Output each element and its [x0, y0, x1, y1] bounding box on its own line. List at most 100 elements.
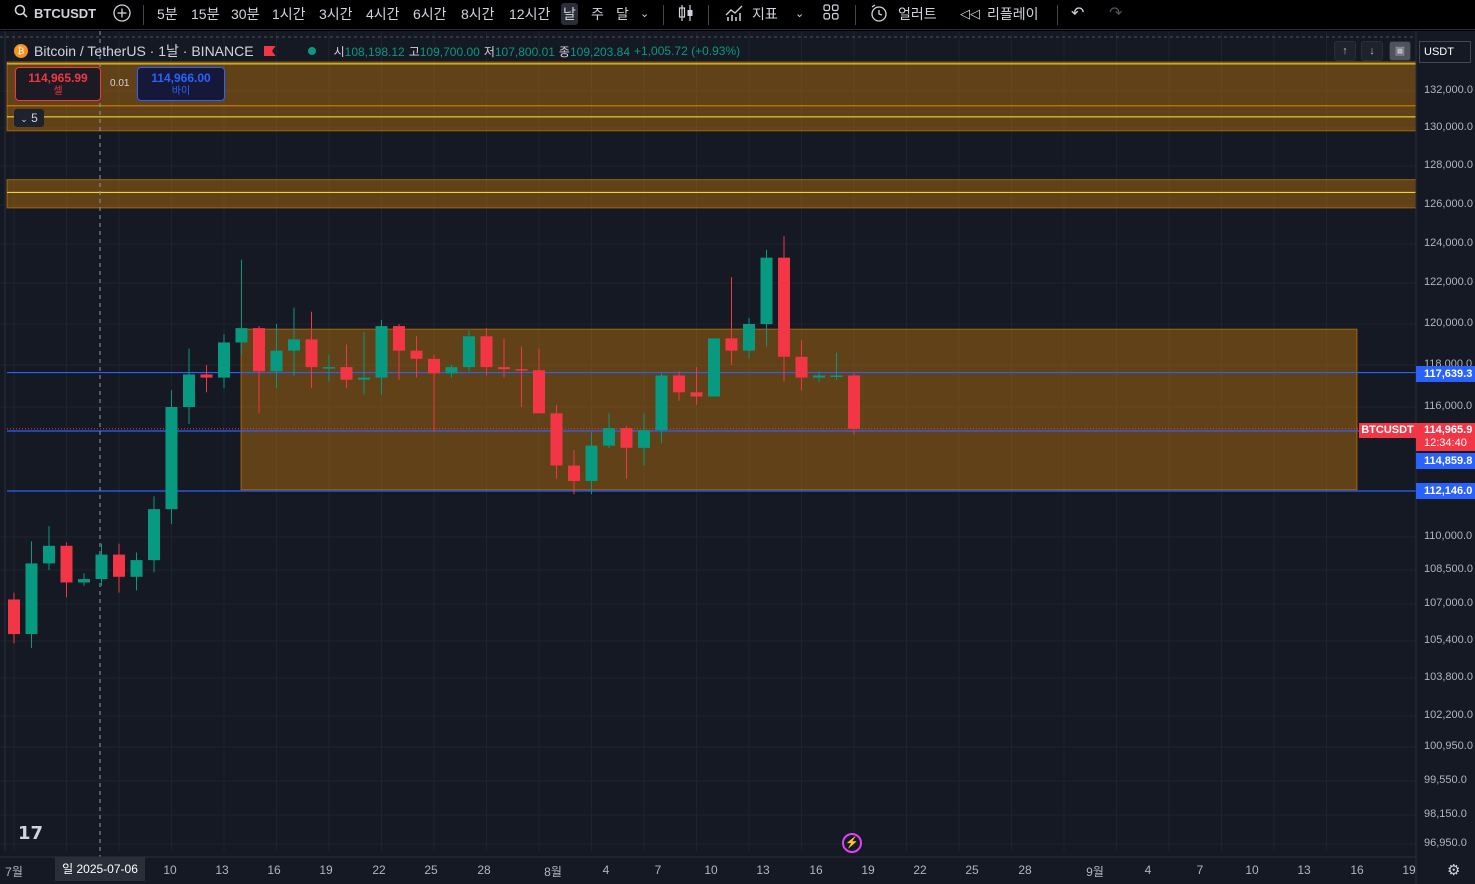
replay-rewind-icon[interactable]: ◁◁ [960, 6, 980, 21]
price-tick-label: 128,000.0 [1424, 159, 1473, 171]
symbol-search-button[interactable]: BTCUSDT [34, 6, 97, 21]
scroll-down-button[interactable]: ↓ [1361, 41, 1383, 61]
candle-body [270, 350, 283, 372]
interval-button[interactable]: 날 [561, 3, 578, 25]
candle-body [323, 367, 335, 369]
price-zone [6, 105, 1417, 132]
candle-body [708, 338, 720, 397]
price-tick-label: 132,000.0 [1424, 84, 1473, 96]
maximize-icon: ▣ [1394, 45, 1406, 57]
level-price-tag[interactable]: 114,859.8 [1416, 453, 1475, 469]
indicators-icon[interactable] [724, 3, 744, 25]
date-tick-label: 10 [704, 863, 718, 877]
interval-button[interactable]: 12시간 [509, 6, 551, 22]
price-chart[interactable] [0, 31, 1475, 884]
candle-body [200, 374, 213, 378]
candle-style-icon[interactable] [677, 3, 695, 25]
alert-button[interactable]: 얼러트 [898, 6, 937, 22]
buy-label: 바이 [171, 86, 191, 97]
settings-gear-icon[interactable]: ⚙ [1447, 862, 1461, 879]
interval-button[interactable]: 30분 [231, 6, 260, 22]
interval-button[interactable]: 주 [591, 6, 604, 22]
interval-button[interactable]: 8시간 [461, 6, 495, 22]
alert-clock-icon[interactable] [869, 3, 889, 25]
sell-button[interactable]: 114,965.99 셀 [15, 67, 101, 101]
buy-button[interactable]: 114,966.00 바이 [137, 67, 225, 101]
price-zone [6, 61, 1417, 107]
candle-body [148, 509, 160, 561]
date-tick-label: 7 [1196, 863, 1204, 877]
collapse-indicators-button[interactable]: ⌄ 5 [14, 109, 44, 127]
flag-icon[interactable] [263, 46, 276, 56]
candle-body [375, 326, 388, 378]
price-zone [6, 179, 1417, 209]
close-label: 종 [558, 44, 570, 59]
interval-dropdown-chevron-icon[interactable]: ⌄ [640, 8, 650, 20]
price-tick-label: 96,950.0 [1424, 837, 1467, 849]
candle-body [393, 326, 405, 351]
low-label: 저 [483, 44, 495, 59]
level-price-tag[interactable]: 117,639.3 [1416, 366, 1475, 382]
candle-body [690, 392, 703, 397]
maximize-button[interactable]: ▣ [1389, 41, 1411, 61]
interval-button[interactable]: 4시간 [366, 6, 400, 22]
interval-button[interactable]: 6시간 [413, 6, 447, 22]
arrow-down-icon: ↓ [1369, 45, 1375, 57]
date-tick-label: 13 [1297, 863, 1311, 877]
date-tick-label: 25 [965, 863, 979, 877]
market-status-dot-icon [307, 47, 316, 55]
bitcoin-logo-icon: ₿ [14, 44, 28, 58]
date-tick-label: 22 [372, 863, 386, 877]
candle-body [78, 579, 90, 583]
candle-body [813, 375, 825, 378]
undo-icon[interactable]: ↶ [1071, 5, 1085, 22]
replay-button[interactable]: 리플레이 [987, 6, 1039, 22]
candle-body [165, 407, 178, 510]
price-tick-label: 103,800.0 [1424, 671, 1473, 683]
price-tick-label: 122,000.0 [1424, 276, 1473, 288]
layout-grid-icon[interactable] [822, 3, 840, 25]
indicators-dropdown-chevron-icon[interactable]: ⌄ [795, 8, 805, 20]
date-tick-label: 19 [861, 863, 875, 877]
date-tick-label: 13 [756, 863, 770, 877]
candle-body [113, 554, 125, 577]
price-tick-label: 99,550.0 [1424, 774, 1467, 786]
chart-legend: ₿ Bitcoin / TetherUS · 1날 · BINANCE 시108… [14, 40, 740, 62]
date-tick-label: 4 [602, 863, 610, 877]
candle-body [725, 338, 738, 351]
candle-body [8, 599, 20, 635]
date-tick-label: 7 [654, 863, 662, 877]
candle-body [585, 445, 598, 481]
flash-alert-icon[interactable]: ⚡ [842, 833, 862, 853]
interval-button[interactable]: 달 [616, 6, 629, 22]
interval-button[interactable]: 3시간 [319, 6, 353, 22]
candle-body [95, 554, 108, 580]
legend-symbol-title[interactable]: Bitcoin / TetherUS · 1날 · BINANCE [34, 43, 254, 59]
date-tick-label: 10 [1245, 863, 1259, 877]
compare-plus-icon[interactable] [112, 3, 132, 25]
price-axis-currency[interactable]: USDT [1419, 41, 1471, 63]
search-icon[interactable] [14, 3, 28, 25]
chart-area[interactable] [0, 31, 1475, 884]
current-price-tag[interactable]: 114,965.9 12:34:40 [1416, 423, 1475, 451]
interval-button[interactable]: 1시간 [272, 6, 306, 22]
redo-icon[interactable]: ↷ [1109, 5, 1123, 22]
indicators-button[interactable]: 지표 [752, 6, 778, 22]
interval-button[interactable]: 15분 [191, 6, 220, 22]
interval-button[interactable]: 5분 [157, 6, 178, 22]
price-tick-label: 100,950.0 [1424, 740, 1473, 752]
level-price-tag[interactable]: 112,146.0 [1416, 483, 1475, 499]
candle-body [235, 328, 248, 343]
scroll-up-button[interactable]: ↑ [1334, 41, 1356, 61]
candle-body [183, 374, 195, 407]
tradingview-logo[interactable]: 17 [18, 823, 44, 844]
date-tick-label: 28 [1018, 863, 1032, 877]
candle-body [463, 336, 475, 368]
price-tick-label: 105,400.0 [1424, 634, 1473, 646]
date-tick-label: 7월 [5, 865, 23, 879]
candle-body [673, 375, 685, 393]
price-tick-label: 102,200.0 [1424, 709, 1473, 721]
candle-body [480, 336, 493, 368]
candle-body [288, 339, 300, 351]
sell-label: 셀 [53, 86, 63, 97]
